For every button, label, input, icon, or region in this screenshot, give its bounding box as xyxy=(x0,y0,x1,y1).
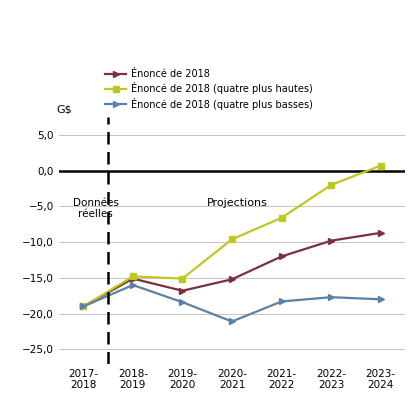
Text: Projections: Projections xyxy=(207,198,268,208)
Legend: Énoncé de 2018, Énoncé de 2018 (quatre plus hautes), Énoncé de 2018 (quatre plus: Énoncé de 2018, Énoncé de 2018 (quatre p… xyxy=(105,69,313,110)
Text: Données
réelles: Données réelles xyxy=(73,198,119,219)
Text: G$: G$ xyxy=(57,104,72,115)
